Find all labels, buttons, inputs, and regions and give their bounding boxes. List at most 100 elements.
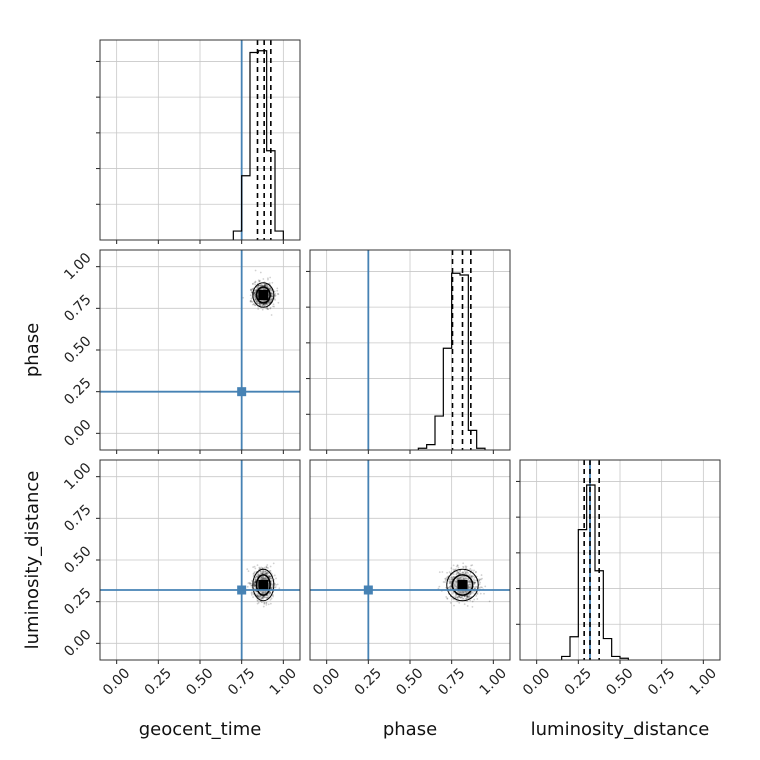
sample-point (262, 287, 264, 290)
sample-point (464, 565, 467, 568)
sample-point (262, 577, 265, 580)
sample-point (262, 578, 265, 580)
sample-point (269, 592, 272, 595)
sample-point (261, 591, 264, 594)
sample-point (252, 596, 254, 598)
sample-point (458, 596, 461, 598)
sample-point (449, 578, 452, 581)
y-tick-label: 0.75 (61, 502, 94, 535)
sample-point (262, 304, 265, 306)
sample-point (262, 572, 265, 575)
sample-point (478, 583, 481, 586)
sample-point (264, 304, 267, 307)
sample-point (456, 578, 459, 581)
sample-point (450, 567, 453, 570)
sample-point (264, 576, 267, 579)
sample-point (254, 294, 256, 297)
sample-point (458, 577, 460, 580)
sample-point (448, 580, 451, 583)
sample-point (460, 596, 462, 599)
sample-point (260, 598, 263, 601)
sample-point (262, 578, 265, 581)
x-axis-label-phase: phase (383, 719, 437, 740)
sample-point (461, 592, 464, 595)
sample-point (270, 587, 273, 589)
sample-point (463, 592, 466, 595)
sample-point (467, 585, 470, 587)
panel-phase-vs-luminosity_distance: 0.00 0.25 0.50 0.75 1.00 (309, 459, 511, 699)
sample-point (260, 590, 263, 593)
sample-point (465, 565, 468, 568)
sample-point (264, 577, 267, 580)
sample-point (253, 583, 256, 585)
sample-point (461, 575, 464, 578)
x-tick-label: 0.75 (225, 665, 258, 698)
sample-point (255, 575, 258, 578)
sample-point (270, 581, 273, 584)
sample-point (263, 578, 266, 580)
sample-point (253, 296, 256, 299)
sample-point (267, 567, 269, 569)
sample-point (458, 591, 461, 594)
sample-point (255, 289, 257, 291)
sample-point (262, 596, 265, 599)
sample-point (265, 596, 267, 599)
sample-point (250, 288, 252, 291)
sample-point (262, 591, 265, 594)
sample-point (473, 581, 476, 584)
sample-point (465, 577, 467, 580)
sample-point (469, 586, 472, 589)
sample-point (454, 579, 457, 582)
sample-point (256, 576, 258, 578)
sample-point (457, 571, 460, 574)
sample-point (249, 583, 251, 585)
sample-point (458, 577, 461, 579)
sample-point (467, 595, 470, 598)
sample-point (461, 595, 464, 598)
sample-point (454, 581, 457, 584)
sample-point (254, 298, 257, 301)
sample-point (456, 571, 459, 574)
sample-point (260, 572, 263, 575)
panel-frame (309, 249, 511, 451)
sample-point (454, 584, 457, 587)
sample-point (272, 595, 275, 598)
sample-point (462, 578, 465, 581)
panel-frame (309, 459, 511, 661)
sample-point (261, 575, 264, 578)
sample-point (262, 303, 265, 306)
sample-point (255, 578, 258, 581)
sample-point (466, 596, 469, 599)
sample-point (463, 595, 466, 598)
sample-point (262, 578, 265, 580)
sample-point (269, 287, 271, 289)
sample-point (455, 578, 458, 581)
sample-point (257, 595, 260, 598)
sample-point (460, 576, 463, 578)
sample-point (266, 573, 269, 576)
sample-point (261, 284, 264, 287)
sample-point (270, 299, 273, 302)
sample-point (260, 590, 262, 593)
sample-point (253, 585, 256, 588)
sample-point (461, 591, 464, 594)
sample-point (461, 590, 464, 593)
sample-point (483, 592, 485, 595)
sample-point (448, 582, 451, 585)
sample-point (261, 597, 263, 599)
sample-point (467, 584, 470, 587)
sample-point (455, 581, 457, 584)
sample-point (449, 580, 452, 583)
sample-point (454, 583, 457, 585)
sample-point (260, 570, 263, 573)
sample-point (262, 571, 265, 574)
sample-point (262, 576, 265, 579)
sample-point (453, 584, 456, 586)
sample-point (479, 581, 482, 584)
sample-point (262, 596, 265, 598)
sample-point (451, 578, 453, 581)
sample-point (262, 577, 265, 580)
sample-point (454, 585, 456, 588)
sample-point (260, 566, 263, 569)
sample-point (266, 302, 269, 305)
